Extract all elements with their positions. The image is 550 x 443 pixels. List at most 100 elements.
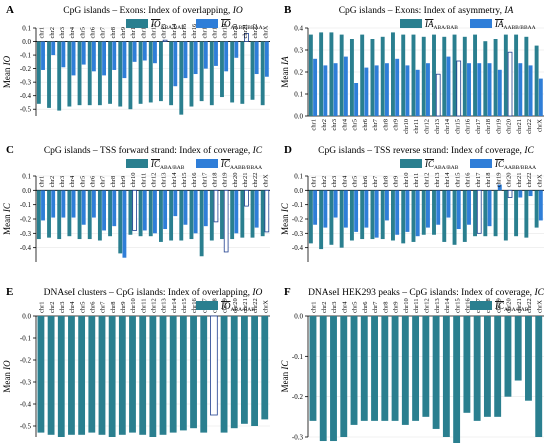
category-label: chr13 (434, 298, 441, 313)
bar-a-s0-chr2 (47, 41, 51, 108)
bar-a-s1-chr12 (153, 41, 157, 64)
bar-c-s1-chr18 (213, 189, 219, 223)
y-tick-label: -0.1 (20, 201, 32, 209)
bar-b-s0-chr22 (524, 36, 529, 116)
category-label: chr5 (352, 301, 359, 313)
category-label: chr9 (393, 176, 400, 188)
category-label: chr8 (110, 301, 117, 313)
panel-b: B CpG islands – Exons: Index of asymmetry… (280, 4, 544, 134)
bar-c-s0-chr21 (240, 190, 245, 238)
category-label: chr12 (151, 298, 158, 313)
category-label: chr1 (39, 176, 46, 188)
bar-c-s1-chr5 (81, 190, 86, 225)
bar-a-s0-chrX (260, 41, 265, 106)
bar-d-s1-chr12 (426, 190, 430, 228)
category-label: chr13 (161, 173, 168, 188)
y-axis-label: Mean IC (280, 202, 290, 235)
bar-a-s0-chr16 (189, 41, 194, 107)
category-label: chr5 (352, 119, 359, 131)
bar-d-s1-chr10 (405, 190, 410, 232)
panel-letter: E (6, 286, 13, 298)
bar-d-s0-chr3 (329, 190, 334, 245)
bar-f-s0-chr11 (412, 316, 420, 421)
bar-a-s0-chr21 (240, 41, 245, 104)
bar-d-s0-chr22 (524, 190, 529, 238)
category-label: chr3 (59, 27, 66, 39)
legend-swatch (126, 19, 148, 28)
category-label: chr1 (311, 176, 318, 188)
bar-c-s1-chr15 (183, 190, 188, 225)
category-label: chr14 (171, 23, 178, 39)
bar-f-s0-chr12 (422, 316, 430, 417)
category-label: chr6 (362, 118, 369, 130)
bar-b-s0-chr5 (349, 39, 354, 116)
bar-a-s0-chr4 (67, 41, 72, 107)
bar-b-s0-chr10 (401, 34, 406, 116)
category-label: chr19 (495, 298, 502, 313)
bar-c-s0-chr18 (209, 190, 214, 241)
category-label: chr9 (120, 176, 127, 188)
category-label: chrX (262, 174, 269, 187)
bar-d-s0-chr15 (452, 190, 457, 245)
category-label: chr10 (403, 119, 410, 134)
bar-e-s0-chr16 (190, 316, 197, 429)
bar-b-s0-chr4 (339, 34, 344, 116)
category-label: chr1 (311, 119, 318, 131)
bar-d-s0-chr9 (391, 190, 395, 241)
bar-d-s1-chr21 (518, 190, 523, 198)
category-label: chr22 (252, 298, 259, 313)
bar-a-s1-chr18 (214, 41, 218, 66)
bar-b-s1-chr4 (343, 56, 348, 116)
bar-f-s0-chr18 (483, 316, 491, 417)
bar-f-s0-chrX (535, 316, 543, 437)
category-label: chr10 (130, 173, 137, 188)
bar-d-s1-chr13 (436, 190, 441, 225)
category-label: chr15 (181, 24, 188, 39)
bar-f-s0-chr6 (360, 316, 368, 421)
y-tick-label: -0.3 (20, 379, 32, 387)
bar-b-s1-chr11 (415, 69, 420, 116)
bar-b-s0-chr11 (411, 34, 416, 116)
bar-d-s0-chr16 (462, 190, 467, 242)
bar-c-s0-chr1 (36, 190, 41, 240)
bar-b-s0-chr9 (391, 32, 395, 116)
category-label: chr12 (424, 173, 431, 188)
bar-f-s0-chr16 (463, 316, 471, 413)
bar-a-s1-chr20 (234, 41, 239, 58)
bar-b-s1-chr6 (364, 67, 369, 116)
category-label: chr13 (434, 119, 441, 134)
bar-b-s1-chr16 (467, 63, 471, 116)
bar-c-s0-chr12 (148, 190, 153, 237)
category-label: chr21 (516, 298, 523, 313)
bar-c-s0-chr2 (47, 190, 51, 238)
y-tick-label: -0.2 (20, 357, 32, 365)
legend-swatch (196, 301, 218, 310)
bar-a-s1-chr3 (61, 41, 66, 68)
bar-e-s0-chr22 (251, 316, 258, 426)
bar-c-s1-chr8 (112, 190, 117, 227)
bar-b-s0-chr14 (442, 36, 447, 116)
bar-a-s0-chr13 (159, 41, 163, 102)
legend-label: IOABA/BAB (220, 301, 255, 313)
y-tick-label: -0.2 (20, 65, 32, 73)
bar-a-s1-chr22 (254, 41, 259, 75)
legend-label: IOAABB/BBAA (220, 19, 263, 31)
category-label: chr14 (171, 297, 178, 313)
panel-title: CpG islands – TSS reverse strand: Index … (318, 145, 534, 156)
bar-a-s1-chr1 (41, 41, 45, 70)
bar-c-s0-chr13 (159, 190, 163, 242)
category-label: chr5 (79, 176, 86, 188)
category-label: chr15 (454, 173, 461, 188)
bar-f-s0-chr8 (381, 316, 389, 421)
bar-d-s0-chr18 (483, 190, 488, 237)
panel-letter: A (6, 4, 14, 16)
bar-a-s1-chr9 (122, 41, 127, 79)
category-label: chr20 (506, 173, 513, 188)
bar-b-s1-chr10 (405, 65, 410, 116)
bar-d-s1-chr17 (476, 189, 482, 234)
category-label: chr18 (485, 173, 492, 188)
category-label: chr21 (516, 119, 523, 134)
bar-c-s1-chr20 (234, 190, 239, 234)
category-label: chr20 (232, 298, 239, 313)
category-label: chr14 (171, 172, 178, 188)
